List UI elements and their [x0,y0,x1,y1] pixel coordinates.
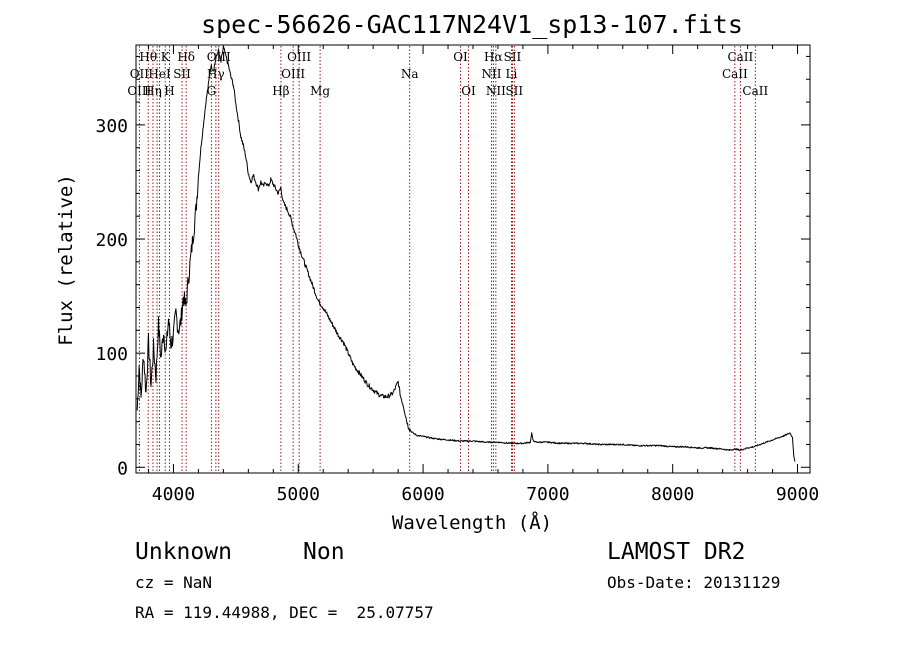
line-annotation-5: K [161,50,171,64]
series-layer [136,45,796,462]
line-annotation-17: OI [453,50,468,64]
line-annotation-13: OIII [281,67,305,81]
reference-lines [138,46,756,472]
line-annotation-16: Na [401,67,419,81]
x-axis-label: Wavelength (Å) [392,511,552,534]
line-annotation-12: OIII [287,50,311,64]
line-annotation-18: OI [461,84,476,98]
line-annotation-22: Li [506,67,518,81]
plot-frame [135,44,811,474]
line-annotation-11: G [207,84,217,98]
object-class: Unknown [135,539,232,565]
line-annotation-14: Hβ [272,84,289,98]
line-annotation-4: HeI [148,67,171,81]
y-tick-label-0: 0 [117,458,128,479]
line-annotation-8: Hδ [177,50,195,64]
line-annotation-23: NII [486,84,506,98]
line-annotation-27: CaII [742,84,768,98]
x-tick-label-1: 5000 [277,484,320,505]
line-annotation-10: Hγ [207,67,225,81]
coordinates: RA = 119.44988, DEC = 25.07757 [135,603,434,622]
spectrum-line [136,45,796,462]
line-annotation-21: NII [481,67,501,81]
line-annotation-9: OIII [207,50,231,64]
redshift-value: cz = NaN [135,573,212,592]
line-annotation-26: CaII [722,67,748,81]
y-tick-label-2: 200 [95,230,128,251]
line-annotation-0: Hθ [139,50,157,64]
line-annotation-24: SII [505,84,523,98]
line-annotation-2: OIII [127,84,151,98]
line-annotation-7: H [164,84,174,98]
line-annotation-1: OII [130,67,150,81]
line-annotation-3: Hη [144,84,162,98]
observation-date: Obs-Date: 20131129 [607,573,780,592]
x-tick-label-3: 7000 [526,484,569,505]
x-tick-label-0: 4000 [152,484,195,505]
x-axis-ticks: 4000 5000 6000 7000 8000 9000 [147,45,819,505]
y-tick-label-3: 300 [95,116,128,137]
x-tick-label-2: 6000 [401,484,444,505]
object-subclass: Non [303,539,345,565]
x-tick-label-4: 8000 [651,484,694,505]
line-annotation-20: SII [504,50,522,64]
y-axis-label: Flux (relative) [55,174,77,346]
line-annotation-25: CaII [727,50,753,64]
y-axis-ticks: 0 100 200 300 [95,55,810,479]
survey-name: LAMOST DR2 [607,539,745,565]
chart-title: spec-56626-GAC117N24V1_sp13-107.fits [201,10,743,39]
line-annotation-15: Mg [310,84,330,98]
line-annotation-6: SII [173,67,191,81]
x-tick-label-5: 9000 [776,484,819,505]
line-annotation-19: Hα [484,50,503,64]
y-tick-label-1: 100 [95,344,128,365]
